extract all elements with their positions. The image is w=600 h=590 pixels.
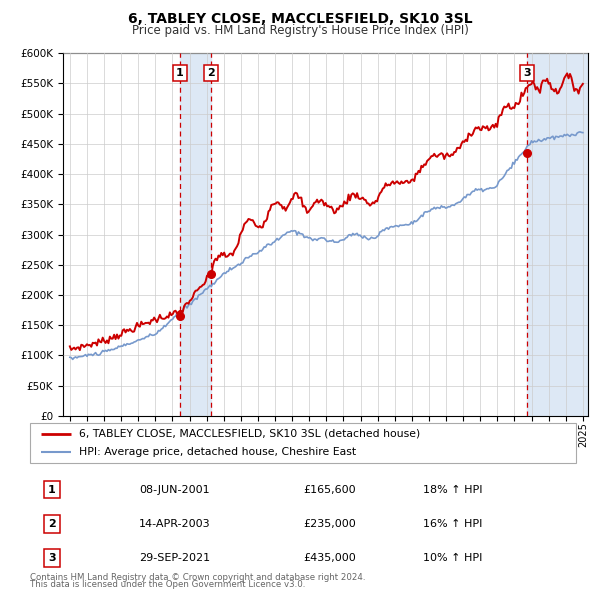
- Text: 6, TABLEY CLOSE, MACCLESFIELD, SK10 3SL: 6, TABLEY CLOSE, MACCLESFIELD, SK10 3SL: [128, 12, 472, 26]
- Text: 6, TABLEY CLOSE, MACCLESFIELD, SK10 3SL (detached house): 6, TABLEY CLOSE, MACCLESFIELD, SK10 3SL …: [79, 429, 421, 439]
- Bar: [527, 53, 588, 416]
- Text: 1: 1: [48, 484, 56, 494]
- Text: 3: 3: [48, 553, 56, 563]
- Text: 16% ↑ HPI: 16% ↑ HPI: [423, 519, 482, 529]
- Text: Price paid vs. HM Land Registry's House Price Index (HPI): Price paid vs. HM Land Registry's House …: [131, 24, 469, 37]
- Text: 29-SEP-2021: 29-SEP-2021: [139, 553, 211, 563]
- Text: 14-APR-2003: 14-APR-2003: [139, 519, 211, 529]
- Text: HPI: Average price, detached house, Cheshire East: HPI: Average price, detached house, Ches…: [79, 447, 356, 457]
- Text: This data is licensed under the Open Government Licence v3.0.: This data is licensed under the Open Gov…: [30, 581, 305, 589]
- Text: 1: 1: [176, 68, 184, 78]
- Text: 10% ↑ HPI: 10% ↑ HPI: [423, 553, 482, 563]
- Bar: [180, 53, 211, 416]
- Text: £435,000: £435,000: [303, 553, 356, 563]
- Text: 3: 3: [523, 68, 531, 78]
- Text: £165,600: £165,600: [303, 484, 356, 494]
- Text: £235,000: £235,000: [303, 519, 356, 529]
- Text: Contains HM Land Registry data © Crown copyright and database right 2024.: Contains HM Land Registry data © Crown c…: [30, 573, 365, 582]
- FancyBboxPatch shape: [30, 423, 576, 463]
- Text: 2: 2: [48, 519, 56, 529]
- Text: 08-JUN-2001: 08-JUN-2001: [139, 484, 210, 494]
- Text: 2: 2: [208, 68, 215, 78]
- Text: 18% ↑ HPI: 18% ↑ HPI: [423, 484, 482, 494]
